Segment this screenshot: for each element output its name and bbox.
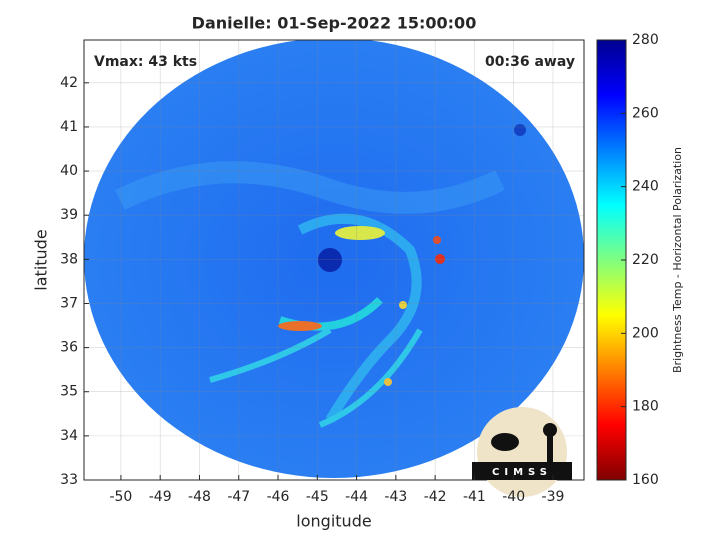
colorbar-label: Brightness Temp - Horizontal Polarizatio… bbox=[671, 147, 684, 373]
logo: CIMSS bbox=[472, 407, 572, 497]
y-tick-label: 35 bbox=[60, 384, 78, 400]
colorbar-tick-label: 200 bbox=[632, 325, 659, 341]
y-tick-label: 36 bbox=[60, 340, 78, 356]
colorbar-tick-label: 280 bbox=[632, 32, 659, 48]
convection bbox=[278, 321, 322, 331]
annotation: Vmax: 43 kts bbox=[94, 54, 197, 70]
y-tick-label: 42 bbox=[60, 75, 78, 91]
x-tick-label: -49 bbox=[149, 489, 172, 505]
x-tick-label: -43 bbox=[384, 489, 407, 505]
x-tick-label: -41 bbox=[463, 489, 486, 505]
x-tick-label: -48 bbox=[188, 489, 211, 505]
x-tick-label: -44 bbox=[345, 489, 368, 505]
logo-text: CIMSS bbox=[492, 467, 552, 478]
x-tick-label: -40 bbox=[502, 489, 525, 505]
y-tick-label: 38 bbox=[60, 251, 78, 267]
logo-disc bbox=[477, 407, 567, 497]
band bbox=[115, 161, 505, 214]
chart-title: Danielle: 01-Sep-2022 15:00:00 bbox=[192, 14, 477, 33]
colorbar-tick-label: 240 bbox=[632, 179, 659, 195]
colorbar-tick-label: 180 bbox=[632, 399, 659, 415]
colorbar-tick-label: 260 bbox=[632, 105, 659, 121]
x-tick-label: -39 bbox=[542, 489, 565, 505]
y-tick-label: 41 bbox=[60, 119, 78, 135]
cold-spot bbox=[514, 124, 526, 136]
x-tick-label: -47 bbox=[227, 489, 250, 505]
x-tick-label: -45 bbox=[306, 489, 329, 505]
colorbar-tick-label: 160 bbox=[632, 472, 659, 488]
convection bbox=[335, 226, 385, 240]
grid bbox=[84, 40, 584, 481]
image-layer bbox=[84, 40, 584, 478]
y-tick-label: 34 bbox=[60, 428, 78, 444]
x-tick-label: -50 bbox=[109, 489, 132, 505]
x-tick-label: -42 bbox=[424, 489, 447, 505]
rainband bbox=[318, 328, 423, 428]
x-tick-label: -46 bbox=[267, 489, 290, 505]
eye bbox=[318, 248, 342, 272]
logo-tower bbox=[543, 423, 557, 437]
y-tick-label: 40 bbox=[60, 163, 78, 179]
rainband bbox=[209, 327, 332, 383]
colorbar-tick-label: 220 bbox=[632, 252, 659, 268]
plot-frame bbox=[83, 39, 585, 481]
x-axis-label: longitude bbox=[296, 512, 371, 531]
y-tick-label: 39 bbox=[60, 207, 78, 223]
y-axis-label: latitude bbox=[32, 229, 51, 290]
convection bbox=[384, 378, 392, 386]
y-tick-label: 33 bbox=[60, 472, 78, 488]
logo-base bbox=[472, 462, 572, 480]
logo-dish bbox=[491, 433, 519, 451]
rainband bbox=[297, 213, 422, 423]
convection bbox=[399, 301, 407, 309]
logo-tower bbox=[547, 436, 553, 462]
convection bbox=[433, 236, 441, 244]
convection bbox=[435, 254, 445, 264]
annotation: 00:36 away bbox=[485, 54, 575, 70]
y-tick-label: 37 bbox=[60, 295, 78, 311]
